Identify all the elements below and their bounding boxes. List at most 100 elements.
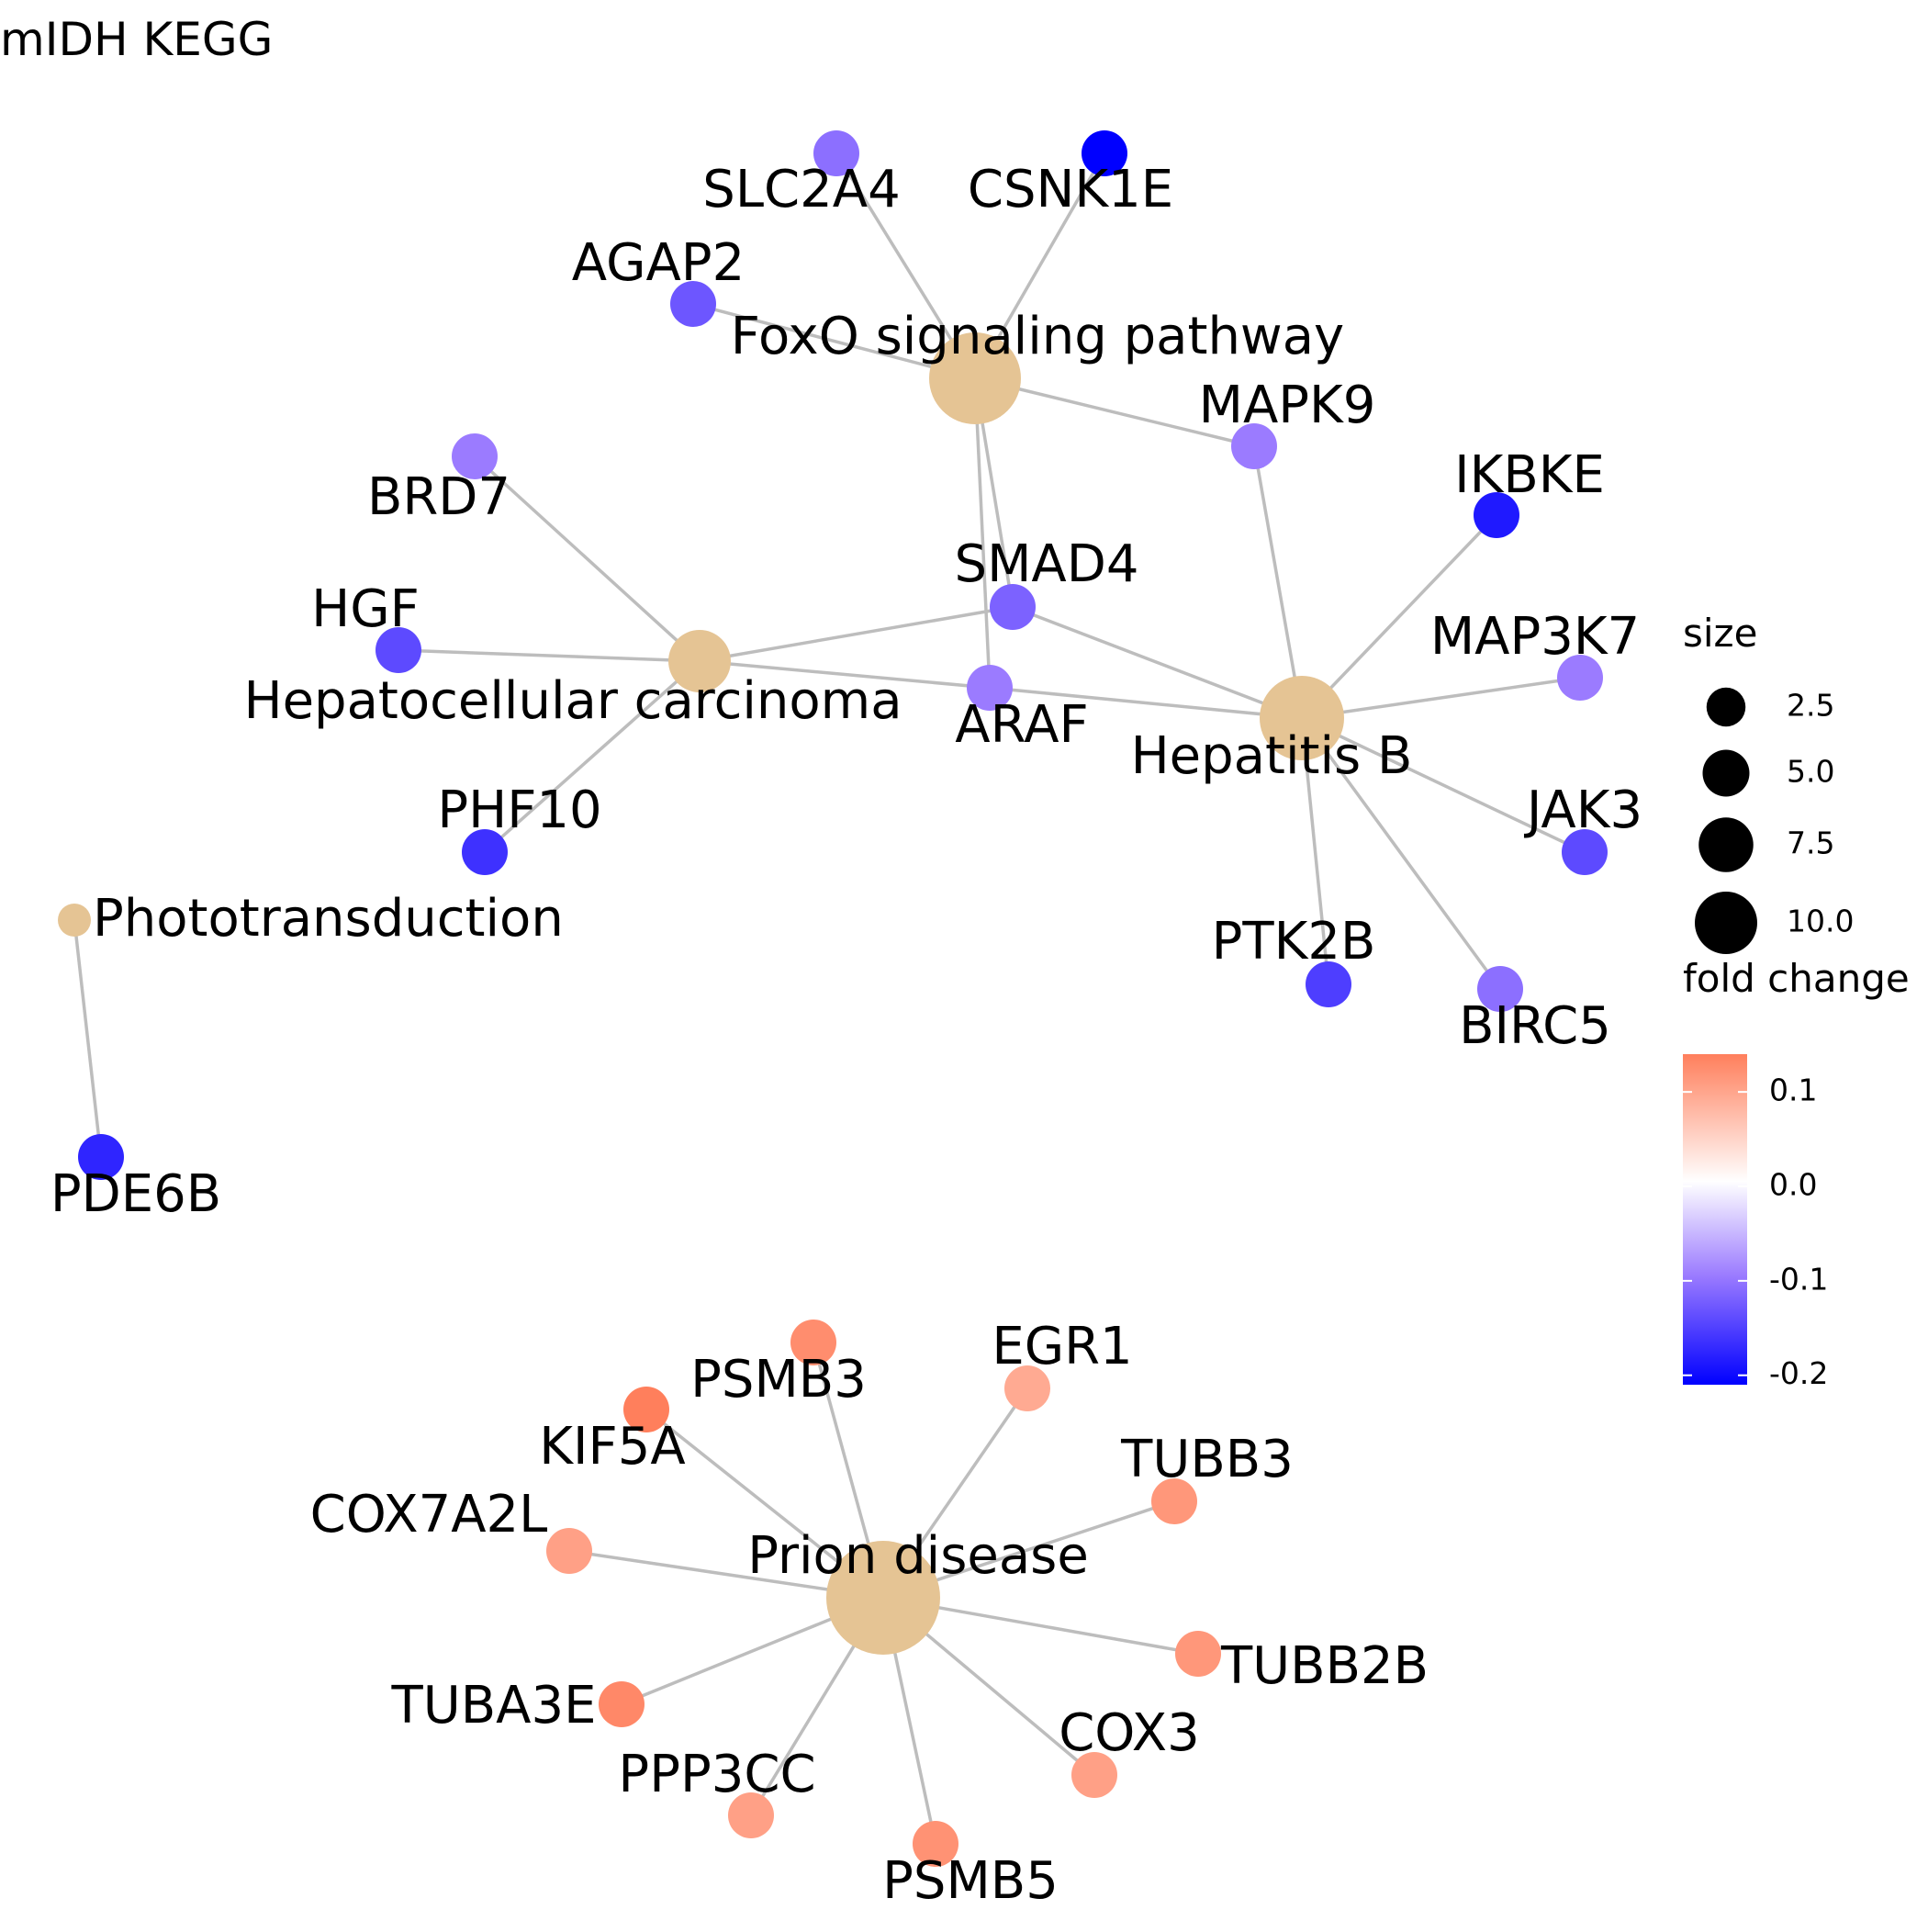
edge-hcc-brd7 bbox=[473, 455, 701, 663]
label-layer: SLC2A4 CSNK1E AGAP2 MAPK9 BRD7 IKBKE SMAD4 HGF M… bbox=[50, 160, 1642, 1911]
gene-node-birc5 bbox=[1477, 966, 1523, 1012]
gene-node-tuba3e bbox=[599, 1681, 645, 1727]
gene-node-map3k7 bbox=[1557, 655, 1603, 701]
gene-node-agap2 bbox=[670, 281, 716, 327]
size-legend-dot-0 bbox=[1706, 687, 1746, 727]
gene-label-pde6b: PDE6B bbox=[50, 1164, 221, 1224]
edge-hcc-hgf bbox=[398, 648, 701, 663]
edge-hepb-smad4 bbox=[1012, 605, 1303, 720]
edge-hepb-ikbke bbox=[1300, 513, 1498, 720]
gene-node-csnk1e bbox=[1082, 130, 1127, 176]
category-node-hcc bbox=[668, 630, 731, 692]
node-layer bbox=[58, 130, 1608, 1867]
edge-photo-pde6b bbox=[73, 919, 103, 1158]
edge-hepb-ptk2b bbox=[1300, 717, 1330, 985]
size-legend-title: size bbox=[1683, 611, 1757, 656]
size-legend-label-3: 10.0 bbox=[1787, 904, 1854, 939]
gene-node-brd7 bbox=[452, 433, 498, 479]
gene-node-hgf bbox=[376, 627, 421, 673]
edge-foxo-mapk9 bbox=[974, 376, 1255, 448]
fold-change-tick-label-1: 0.0 bbox=[1769, 1167, 1817, 1203]
gene-label-mapk9: MAPK9 bbox=[1199, 376, 1376, 435]
edge-hepb-araf bbox=[989, 686, 1303, 720]
fold-change-legend-title: fold change bbox=[1683, 956, 1910, 1001]
gene-node-egr1 bbox=[1004, 1365, 1050, 1411]
fold-change-colorbar bbox=[1683, 1054, 1747, 1385]
gene-label-psmb5: PSMB5 bbox=[882, 1851, 1059, 1911]
gene-label-ptk2b: PTK2B bbox=[1212, 912, 1376, 972]
gene-node-tubb2b bbox=[1175, 1631, 1221, 1677]
edge-hepb-mapk9 bbox=[1252, 445, 1304, 719]
edge-hepb-map3k7 bbox=[1301, 676, 1581, 720]
gene-node-ikbke bbox=[1474, 492, 1519, 538]
fold-change-tick-label-3: -0.2 bbox=[1769, 1355, 1828, 1391]
category-label-hcc: Hepatocellular carcinoma bbox=[243, 671, 902, 731]
gene-label-slc2a4: SLC2A4 bbox=[702, 160, 900, 219]
gene-node-pde6b bbox=[78, 1134, 124, 1180]
gene-label-psmb3: PSMB3 bbox=[690, 1350, 867, 1410]
gene-node-smad4 bbox=[990, 584, 1036, 630]
gene-node-araf bbox=[967, 665, 1013, 711]
size-legend-label-1: 5.0 bbox=[1787, 754, 1834, 790]
gene-node-psmb3 bbox=[790, 1320, 836, 1365]
edge-hepb-jak3 bbox=[1301, 716, 1586, 854]
gene-label-egr1: EGR1 bbox=[992, 1317, 1132, 1376]
gene-node-cox3 bbox=[1071, 1752, 1117, 1798]
edge-hcc-phf10 bbox=[483, 659, 701, 854]
gene-node-phf10 bbox=[462, 829, 508, 875]
size-legend-dot-3 bbox=[1695, 892, 1757, 954]
category-label-photo: Phototransduction bbox=[93, 889, 564, 949]
edge-layer bbox=[73, 152, 1586, 1845]
gene-label-agap2: AGAP2 bbox=[572, 233, 745, 293]
gene-label-birc5: BIRC5 bbox=[1459, 996, 1611, 1056]
fold-change-tick-label-0: 0.1 bbox=[1769, 1073, 1817, 1108]
category-node-foxo bbox=[929, 332, 1021, 424]
gene-node-cox7a2l bbox=[546, 1528, 592, 1574]
size-legend-dot-1 bbox=[1702, 749, 1750, 797]
fold-change-legend: fold change 0.1 0.0 -0.1 -0.2 bbox=[1683, 956, 1910, 1391]
edge-hcc-smad4 bbox=[699, 605, 1014, 663]
gene-label-kif5a: KIF5A bbox=[539, 1417, 685, 1477]
edge-hepb-birc5 bbox=[1300, 716, 1502, 991]
category-label-foxo: FoxO signaling pathway bbox=[731, 307, 1344, 366]
gene-node-jak3 bbox=[1562, 829, 1608, 875]
gene-label-ikbke: IKBKE bbox=[1454, 445, 1605, 505]
gene-label-phf10: PHF10 bbox=[437, 781, 601, 840]
gene-node-kif5a bbox=[623, 1387, 669, 1432]
gene-label-map3k7: MAP3K7 bbox=[1430, 607, 1640, 667]
gene-label-tubb2b: TUBB2B bbox=[1220, 1636, 1429, 1696]
size-legend-label-2: 7.5 bbox=[1787, 826, 1834, 861]
gene-node-ppp3cc bbox=[728, 1792, 774, 1838]
gene-label-cox7a2l: COX7A2L bbox=[310, 1485, 548, 1544]
size-legend-label-0: 2.5 bbox=[1787, 688, 1834, 724]
size-legend-dot-2 bbox=[1698, 817, 1754, 872]
gene-label-csnk1e: CSNK1E bbox=[968, 160, 1173, 219]
edge-foxo-agap2 bbox=[692, 302, 976, 380]
gene-node-tubb3 bbox=[1151, 1478, 1197, 1524]
gene-label-hgf: HGF bbox=[311, 579, 420, 639]
gene-label-tuba3e: TUBA3E bbox=[391, 1676, 597, 1735]
gene-label-jak3: JAK3 bbox=[1524, 781, 1642, 840]
gene-label-smad4: SMAD4 bbox=[955, 534, 1139, 594]
category-node-photo bbox=[58, 904, 91, 937]
edge-foxo-araf bbox=[973, 377, 992, 689]
gene-node-ptk2b bbox=[1306, 961, 1351, 1007]
category-label-hepb: Hepatitis B bbox=[1131, 726, 1413, 786]
gene-label-cox3: COX3 bbox=[1059, 1703, 1200, 1763]
gene-node-psmb5 bbox=[913, 1821, 958, 1867]
fold-change-tick-label-2: -0.1 bbox=[1769, 1261, 1828, 1297]
gene-node-slc2a4 bbox=[813, 130, 859, 176]
category-label-prion: Prion disease bbox=[747, 1526, 1089, 1586]
size-legend: size 2.5 5.0 7.5 10.0 bbox=[1683, 611, 1854, 954]
gene-label-araf: ARAF bbox=[955, 695, 1088, 755]
gene-label-ppp3cc: PPP3CC bbox=[618, 1745, 815, 1804]
category-node-prion bbox=[826, 1541, 940, 1655]
category-node-hepb bbox=[1260, 676, 1344, 760]
gene-label-tubb3: TUBB3 bbox=[1120, 1430, 1294, 1489]
gene-label-brd7: BRD7 bbox=[367, 467, 510, 527]
edge-hcc-araf bbox=[699, 659, 991, 690]
plot-title: mIDH KEGG bbox=[0, 13, 273, 66]
gene-node-mapk9 bbox=[1231, 423, 1277, 469]
